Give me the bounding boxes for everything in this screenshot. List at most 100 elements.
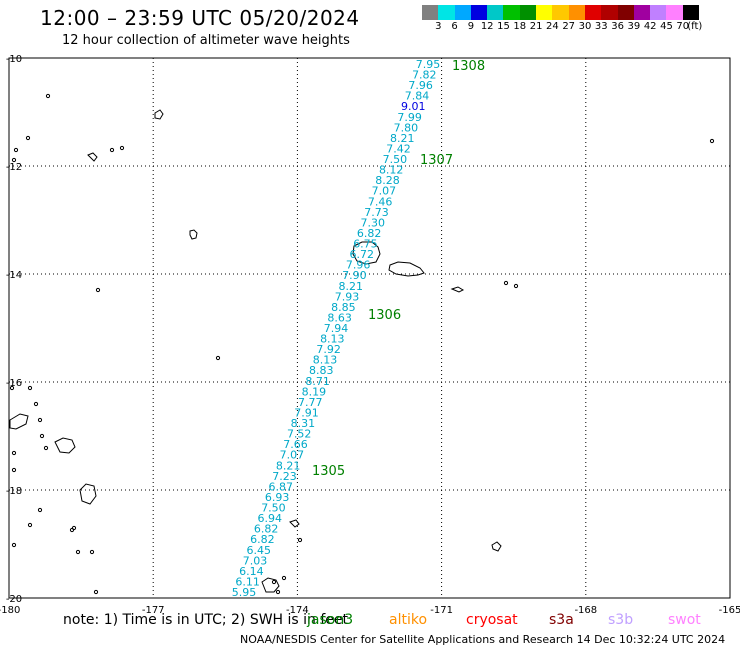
- map-frame: [8, 57, 731, 599]
- wave-height-value: 6.11: [235, 575, 260, 588]
- scale-swatch: [601, 5, 618, 20]
- island-dot: [45, 93, 51, 99]
- scale-swatch: [503, 5, 520, 20]
- wave-height-value: 7.07: [280, 449, 305, 462]
- wave-height-value: 6.93: [265, 491, 290, 504]
- scale-label: 27: [562, 21, 576, 32]
- wave-height-value: 7.50: [383, 153, 408, 166]
- map-axis-labels: -180 -177 -174 -171 -168 -165 -10 -12 -14 -16 -18 -…: [0, 54, 740, 616]
- pass-numbers: 1308 1307 1306 1305: [312, 59, 485, 479]
- wave-height-value: 6.72: [350, 248, 375, 261]
- wave-height-value: 7.23: [272, 470, 297, 483]
- wave-height-value: 8.13: [320, 333, 345, 346]
- wave-height-value: 7.91: [294, 406, 319, 419]
- wave-height-value: 6.82: [254, 523, 279, 536]
- scale-swatch: [682, 5, 700, 20]
- island-west-1: [189, 229, 198, 240]
- wave-height-value: 8.28: [375, 174, 400, 187]
- wave-height-value: 7.95: [416, 58, 441, 71]
- wave-height-value: 8.31: [291, 417, 316, 430]
- satellite-s3b: s3b: [608, 612, 634, 628]
- island-dot: [71, 525, 77, 531]
- lat-label: -14: [6, 270, 22, 281]
- page-subtitle: 12 hour collection of altimeter wave hei…: [62, 33, 350, 48]
- lon-label: -180: [0, 605, 20, 616]
- scale-swatch: [666, 5, 683, 20]
- pass-number: 1306: [368, 308, 401, 323]
- lon-label: -165: [719, 605, 740, 616]
- scale-swatch: [487, 5, 504, 20]
- island-fiji-1: [54, 437, 76, 454]
- scale-label: 45: [660, 21, 673, 32]
- island-dot: [33, 401, 39, 407]
- island-dot: [43, 445, 49, 451]
- wave-height-value: 8.21: [338, 280, 363, 293]
- island-east-1: [450, 286, 465, 293]
- island-dot: [95, 287, 101, 293]
- island-dot: [27, 385, 33, 391]
- island-dot: [37, 417, 43, 423]
- scale-swatch: [617, 5, 634, 20]
- wave-height-value: 7.30: [361, 216, 386, 229]
- island-dot: [13, 147, 19, 153]
- wave-height-value: 6.82: [357, 227, 382, 240]
- page-title: 12:00 – 23:59 UTC 05/20/2024: [40, 6, 360, 30]
- island-dot: [109, 147, 115, 153]
- island-dot: [39, 433, 45, 439]
- satellite-swot: swot: [668, 612, 701, 628]
- lat-label: -10: [6, 54, 22, 65]
- island-dot: [11, 467, 17, 473]
- scale-label: 70: [676, 21, 690, 32]
- wave-height-value: 6.45: [246, 544, 271, 557]
- wave-height-value: 6.87: [269, 480, 294, 493]
- scale-swatch: [568, 5, 585, 20]
- wave-height-value: 8.21: [390, 132, 415, 145]
- island-dot: [27, 522, 33, 528]
- wave-height-value: 6.75: [353, 238, 378, 251]
- scale-swatch: [438, 5, 455, 20]
- wave-height-value: 5.95: [232, 586, 257, 599]
- island-dot: [75, 549, 81, 555]
- wave-height-value: 6.94: [258, 512, 283, 525]
- scale-swatch: [650, 5, 667, 20]
- wave-height-value: 7.94: [324, 322, 349, 335]
- scale-swatch: [536, 5, 553, 20]
- wave-height-value: 7.84: [405, 90, 430, 103]
- satellite-s3a: s3a: [549, 612, 574, 628]
- lon-label: -174: [286, 605, 309, 616]
- scale-swatch: [454, 5, 471, 20]
- island-dot: [297, 537, 303, 543]
- wave-height-value: 7.93: [335, 290, 360, 303]
- island-fiji-3: [79, 483, 97, 505]
- wave-height-value: 8.85: [331, 301, 356, 314]
- scale-label: 3: [435, 21, 442, 32]
- island-dot: [281, 575, 287, 581]
- footer-credit: NOAA/NESDIS Center for Satellite Applica…: [240, 633, 726, 646]
- wave-height-value: 9.01: [401, 100, 426, 113]
- island-south-1: [491, 541, 502, 552]
- scale-label: 36: [611, 21, 624, 32]
- scale-swatch: [552, 5, 569, 20]
- island-west-3: [87, 152, 98, 162]
- wave-height-value: 6.82: [250, 533, 275, 546]
- scale-label: 24: [546, 21, 559, 32]
- scale-label: 33: [594, 21, 608, 32]
- altimeter-track: 7.957.827.967.849.017.997.808.217.427.50…: [232, 58, 441, 599]
- scale-swatch: [519, 5, 537, 20]
- wave-height-value: 7.07: [372, 185, 397, 198]
- wave-height-value: 8.21: [276, 459, 301, 472]
- lat-label: -12: [6, 162, 22, 173]
- wave-height-value: 7.99: [397, 111, 422, 124]
- island-dot: [709, 138, 715, 144]
- wave-height-value: 7.50: [261, 502, 286, 515]
- island-dot: [503, 280, 509, 286]
- scale-label: 18: [513, 21, 527, 32]
- island-fiji-2: [9, 413, 29, 430]
- wave-height-value: 7.73: [364, 206, 389, 219]
- scale-label: (ft): [687, 21, 703, 32]
- island-dot: [11, 157, 17, 163]
- scale-swatch: [584, 5, 602, 20]
- scale-swatch: [470, 5, 488, 20]
- island-dot: [25, 135, 31, 141]
